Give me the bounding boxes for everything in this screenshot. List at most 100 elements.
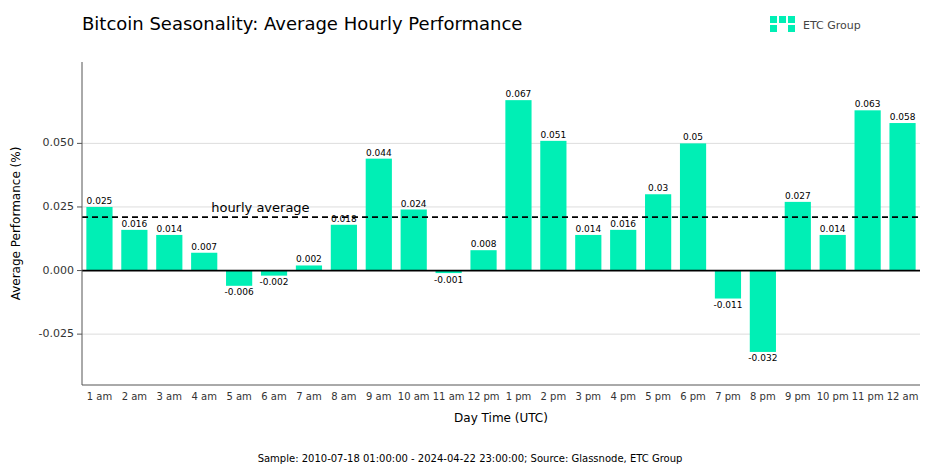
bar	[401, 210, 427, 271]
data-label: 0.014	[575, 224, 601, 234]
y-tick	[77, 206, 82, 207]
average-label: hourly average	[211, 200, 309, 215]
title: Bitcoin Seasonality: Average Hourly Perf…	[82, 13, 522, 34]
data-label: 0.058	[890, 112, 916, 122]
bar	[750, 271, 776, 352]
data-label: 0.025	[87, 196, 113, 206]
bar	[855, 110, 881, 270]
x-tick-label: 8 pm	[750, 391, 776, 402]
grid	[82, 143, 920, 334]
x-axis-line	[82, 385, 920, 386]
x-ticks: 1 am 2 am 3 am 4 am 5 am 6 am 7 am 8 am 9 am 10 a…	[87, 391, 919, 402]
bar	[575, 235, 601, 271]
data-label: -0.002	[260, 277, 289, 287]
data-label: 0.024	[401, 199, 427, 209]
bar	[645, 194, 671, 270]
x-tick-label: 6 pm	[680, 391, 706, 402]
average-line	[82, 216, 920, 218]
x-tick-label: 8 am	[331, 391, 356, 402]
x-tick-label: 9 am	[366, 391, 391, 402]
data-label: 0.027	[785, 191, 811, 201]
x-tick-label: 12 pm	[468, 391, 500, 402]
bar	[540, 141, 566, 271]
data-label: 0.018	[331, 214, 357, 224]
bars	[86, 100, 915, 352]
x-tick-label: 1 am	[87, 391, 112, 402]
data-label: 0.014	[820, 224, 846, 234]
data-label: 0.067	[506, 89, 532, 99]
data-label: -0.032	[748, 353, 777, 363]
x-tick-label: 2 pm	[541, 391, 567, 402]
bar	[156, 235, 182, 271]
logo-text: ETC Group	[803, 19, 861, 32]
x-tick-label: 11 pm	[852, 391, 884, 402]
x-tick-label: 4 pm	[610, 391, 636, 402]
logo: ETC Group	[770, 16, 861, 32]
x-tick-label: 3 am	[157, 391, 182, 402]
bar	[366, 159, 392, 271]
grid-line	[82, 143, 920, 144]
x-tick-label: 5 am	[226, 391, 251, 402]
data-label: -0.001	[434, 275, 463, 285]
data-label: -0.011	[713, 300, 742, 310]
bar	[331, 225, 357, 271]
chart-svg: -0.0250.0000.0250.0500.0250.0160.0140.00…	[0, 0, 940, 470]
data-label: 0.05	[683, 132, 703, 142]
grid-line	[82, 334, 920, 335]
x-axis-label: Day Time (UTC)	[454, 411, 548, 425]
data-label: 0.016	[610, 219, 636, 229]
data-label: 0.014	[156, 224, 182, 234]
logo-square	[788, 25, 795, 32]
x-tick-label: 6 am	[261, 391, 286, 402]
y-tick-label: 0.025	[43, 200, 75, 213]
data-label: 0.008	[471, 239, 497, 249]
x-tick-label: 3 pm	[575, 391, 601, 402]
logo-square	[788, 16, 795, 23]
bar	[505, 100, 531, 270]
data-label: 0.002	[296, 254, 322, 264]
chart-container: -0.0250.0000.0250.0500.0250.0160.0140.00…	[0, 0, 940, 470]
x-tick-label: 11 am	[433, 391, 465, 402]
y-tick	[77, 334, 82, 335]
data-label: 0.007	[191, 242, 217, 252]
x-tick-label: 7 pm	[715, 391, 741, 402]
caption: Sample: 2010-07-18 01:00:00 - 2024-04-22…	[258, 453, 683, 464]
data-label: 0.044	[366, 148, 392, 158]
data-label: 0.016	[121, 219, 147, 229]
bar	[610, 230, 636, 271]
x-tick-label: 1 pm	[506, 391, 532, 402]
logo-square	[779, 16, 786, 23]
x-tick-label: 2 am	[122, 391, 147, 402]
x-tick-label: 5 pm	[645, 391, 671, 402]
bar	[86, 207, 112, 271]
bar	[226, 271, 252, 286]
x-tick-label: 9 pm	[785, 391, 811, 402]
data-labels: 0.025 0.016 0.014 0.007 -0.006 -0.002 0.002 0.0…	[87, 89, 916, 363]
x-tick-label: 10 am	[398, 391, 430, 402]
bar	[820, 235, 846, 271]
bar	[121, 230, 147, 271]
logo-square	[770, 25, 777, 32]
bar	[785, 202, 811, 271]
y-axis-label: Average Performance (%)	[9, 147, 23, 301]
x-tick-label: 4 am	[191, 391, 216, 402]
data-label: 0.03	[648, 183, 668, 193]
grid-line	[82, 270, 920, 271]
y-tick-label: 0.050	[43, 136, 75, 149]
y-axis-line	[82, 62, 83, 385]
data-label: -0.006	[225, 287, 254, 297]
bar	[191, 253, 217, 271]
logo-square	[770, 16, 777, 23]
bar	[715, 271, 741, 299]
bar	[889, 123, 915, 271]
y-ticks: -0.0250.0000.0250.050	[39, 136, 82, 340]
bar	[680, 143, 706, 270]
zero-line	[82, 270, 920, 272]
y-tick	[77, 143, 82, 144]
data-label: 0.051	[540, 130, 566, 140]
y-tick-label: 0.000	[43, 264, 75, 277]
x-tick-label: 7 am	[296, 391, 321, 402]
x-tick-label: 10 pm	[817, 391, 849, 402]
y-tick	[77, 270, 82, 271]
x-tick-label: 12 am	[887, 391, 919, 402]
